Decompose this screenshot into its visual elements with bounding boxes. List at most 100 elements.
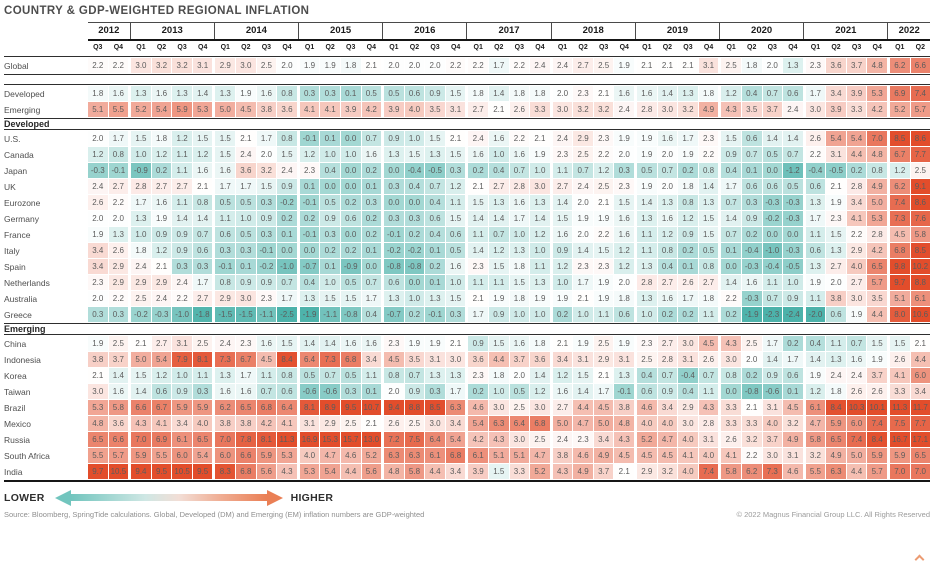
heatmap-cell: 1.5 (721, 131, 741, 146)
heatmap-cell: 1.3 (425, 291, 445, 306)
heatmap-cell: 1.2 (657, 227, 678, 242)
row-cells: 1.8 1.6 1.3 1.6 1.3 1.4 1.3 1.9 1.6 0.8 0.3 0.3 0.1 0… (88, 86, 931, 101)
heatmap-cell: 4.3 (552, 464, 573, 479)
heatmap-cell: 2.9 (215, 58, 236, 73)
heatmap-cell: 2.1 (151, 259, 172, 274)
heatmap-cell: 11.3 (889, 400, 910, 415)
heatmap-cell: 1.6 (361, 336, 382, 351)
arrow-left-icon (54, 489, 71, 506)
heatmap-cell: 7.9 (172, 352, 192, 367)
heatmap-cell: 0.0 (384, 195, 404, 210)
heatmap-cell: 1.0 (445, 275, 466, 290)
heatmap-cell: 0.3 (192, 259, 213, 274)
heatmap-cell: 4.3 (721, 336, 741, 351)
heatmap-cell: 1.4 (299, 336, 320, 351)
heatmap-cell: 2.3 (826, 211, 846, 226)
heatmap-cell: 0.3 (384, 179, 404, 194)
heatmap-cell: 2.2 (108, 291, 129, 306)
heatmap-cell: -2.3 (762, 307, 783, 322)
heatmap-cell: -0.4 (741, 243, 762, 258)
row-cells: 3.0 1.6 1.4 0.6 0.9 0.3 1.6 1.6 0.7 0.6 -0.6 -0.6 0.… (88, 384, 931, 399)
heatmap-cell: 0.1 (721, 243, 741, 258)
heatmap-cell: 3.1 (614, 352, 635, 367)
heatmap-cell: 0.8 (657, 243, 678, 258)
heatmap-cell: 4.1 (151, 416, 172, 431)
row-cells: 2.0 1.7 1.5 1.8 1.2 1.5 1.5 2.1 1.7 0.8 -0.1 0.1 0.0… (88, 131, 931, 146)
heatmap-cell: 0.3 (445, 163, 466, 178)
heatmap-cell: 0.6 (215, 227, 236, 242)
year-label-2016: 2016 (382, 23, 466, 39)
row-label: South Africa (4, 450, 50, 461)
heatmap-cell: 2.2 (172, 291, 192, 306)
quarter-label: Q2 (915, 44, 925, 51)
heatmap-cell: 5.9 (826, 416, 846, 431)
table-row: Global 2.2 2.2 3.0 3.2 3.2 3.1 2.9 3.0 2.5 2.0 1.9 1… (4, 58, 931, 73)
heatmap-cell: 2.8 (698, 416, 719, 431)
heatmap-cell: 6.0 (910, 368, 931, 383)
heatmap-cell: 2.3 (88, 275, 108, 290)
heatmap-cell: 2.7 (698, 275, 719, 290)
heatmap-cell: 6.5 (192, 432, 213, 447)
table-row: Canada 1.2 0.8 1.0 1.2 1.1 1.2 1.5 2.4 2.0 1.5 1.2 1… (4, 147, 931, 162)
heatmap-cell: 5.0 (215, 102, 236, 117)
heatmap-cell: 5.3 (88, 400, 108, 415)
heatmap-cell: 0.3 (614, 163, 635, 178)
heatmap-cell: 0.1 (741, 163, 762, 178)
heatmap-cell: 0.0 (404, 195, 425, 210)
heatmap-cell: 2.5 (340, 416, 361, 431)
table-row: India 9.7 10.5 9.4 9.5 10.5 9.5 8.3 6.8 5.6 4.3 5.3… (4, 464, 931, 479)
heatmap-cell: 3.7 (509, 352, 530, 367)
heatmap-cell: 1.7 (108, 131, 129, 146)
heatmap-cell: 4.8 (867, 147, 887, 162)
heatmap-cell: 6.6 (108, 432, 129, 447)
heatmap-cell: 5.7 (108, 448, 129, 463)
row-label: Emerging (4, 104, 41, 115)
heatmap-cell: 0.5 (236, 227, 256, 242)
heatmap-cell: 4.4 (340, 464, 361, 479)
heatmap-cell: 2.3 (593, 259, 614, 274)
heatmap-cell: 3.0 (678, 416, 698, 431)
heatmap-cell: 6.0 (846, 416, 867, 431)
heatmap-cell: 2.3 (384, 336, 404, 351)
heatmap-cell: 0.4 (299, 275, 320, 290)
heatmap-cell: 1.5 (340, 291, 361, 306)
heatmap-cell: 0.4 (425, 195, 445, 210)
heatmap-cell: 1.0 (530, 243, 550, 258)
heatmap-cell: 1.3 (637, 291, 657, 306)
year-label-2021: 2021 (803, 23, 887, 39)
heatmap-cell: 2.1 (614, 464, 635, 479)
row-cells: 9.7 10.5 9.4 9.5 10.5 9.5 8.3 6.8 5.6 4.3 5.3 5.4 4.… (88, 464, 931, 479)
quarter-label: Q4 (703, 44, 714, 51)
heatmap-cell: 3.4 (846, 195, 867, 210)
heatmap-cell: 0.1 (361, 384, 382, 399)
heatmap-cell: 4.9 (867, 179, 887, 194)
table-row: France 1.9 1.3 1.0 0.9 0.9 0.7 0.6 0.5 0.3 0.1 -0.1… (4, 227, 931, 242)
heatmap-cell: 2.1 (361, 58, 382, 73)
table-row: Korea 2.1 1.4 1.5 1.2 1.0 1.1 1.3 1.7 1.1 0.8 0.5 0.… (4, 368, 931, 383)
heatmap-cell: 0.9 (721, 147, 741, 162)
row-label: Netherlands (4, 277, 50, 288)
quarter-label: Q3 (346, 44, 356, 51)
heatmap-cell: 0.1 (678, 259, 698, 274)
heatmap-cell: 2.3 (573, 86, 593, 101)
heatmap-cell: 0.4 (488, 163, 509, 178)
heatmap-cell: 1.8 (826, 384, 846, 399)
heatmap-cell: 2.0 (552, 86, 573, 101)
heatmap-cell: 2.4 (88, 179, 108, 194)
row-label: Germany (4, 213, 39, 224)
heatmap-cell: 1.0 (637, 307, 657, 322)
heatmap-cell: 6.2 (889, 179, 910, 194)
heatmap-cell: 1.2 (445, 179, 466, 194)
heatmap-cell: 2.5 (573, 147, 593, 162)
heatmap-cell: 5.2 (131, 102, 151, 117)
quarter-label: Q1 (473, 44, 483, 51)
heatmap-cell: 4.4 (488, 352, 509, 367)
heatmap-cell: 1.3 (108, 227, 129, 242)
table-row: Mexico 4.8 3.6 4.3 4.1 3.4 4.0 3.8 3.8 4.2 4.1 3.1 2… (4, 416, 931, 431)
quarter-label: Q1 (389, 44, 399, 51)
heatmap-cell: 7.7 (910, 416, 931, 431)
heatmap-cell: 0.6 (783, 86, 803, 101)
heatmap-cell: 2.5 (404, 416, 425, 431)
heatmap-cell: 6.7 (151, 400, 172, 415)
